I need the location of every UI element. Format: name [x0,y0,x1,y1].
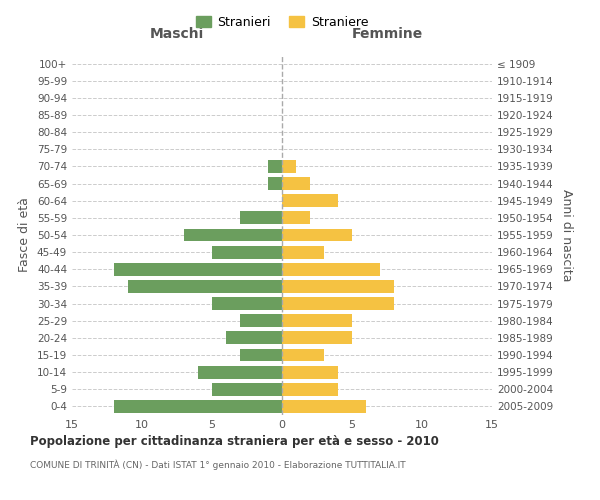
Bar [282,332,352,344]
Text: Femmine: Femmine [352,28,422,42]
Bar [282,263,380,276]
Bar [226,332,282,344]
Bar [282,212,310,224]
Bar [282,280,394,293]
Bar [114,400,282,413]
Text: Popolazione per cittadinanza straniera per età e sesso - 2010: Popolazione per cittadinanza straniera p… [30,435,439,448]
Bar [282,383,338,396]
Bar [282,160,296,173]
Bar [198,366,282,378]
Bar [282,348,324,362]
Bar [282,246,324,258]
Bar [282,194,338,207]
Bar [114,263,282,276]
Bar [282,366,338,378]
Bar [128,280,282,293]
Text: Maschi: Maschi [150,28,204,42]
Bar [184,228,282,241]
Bar [282,297,394,310]
Bar [212,246,282,258]
Bar [240,314,282,327]
Bar [282,400,366,413]
Bar [212,297,282,310]
Bar [212,383,282,396]
Y-axis label: Fasce di età: Fasce di età [19,198,31,272]
Bar [240,348,282,362]
Bar [282,314,352,327]
Bar [240,212,282,224]
Text: COMUNE DI TRINITÀ (CN) - Dati ISTAT 1° gennaio 2010 - Elaborazione TUTTITALIA.IT: COMUNE DI TRINITÀ (CN) - Dati ISTAT 1° g… [30,460,406,470]
Legend: Stranieri, Straniere: Stranieri, Straniere [191,11,373,34]
Bar [282,228,352,241]
Bar [282,177,310,190]
Bar [268,177,282,190]
Y-axis label: Anni di nascita: Anni di nascita [560,188,573,281]
Bar [268,160,282,173]
